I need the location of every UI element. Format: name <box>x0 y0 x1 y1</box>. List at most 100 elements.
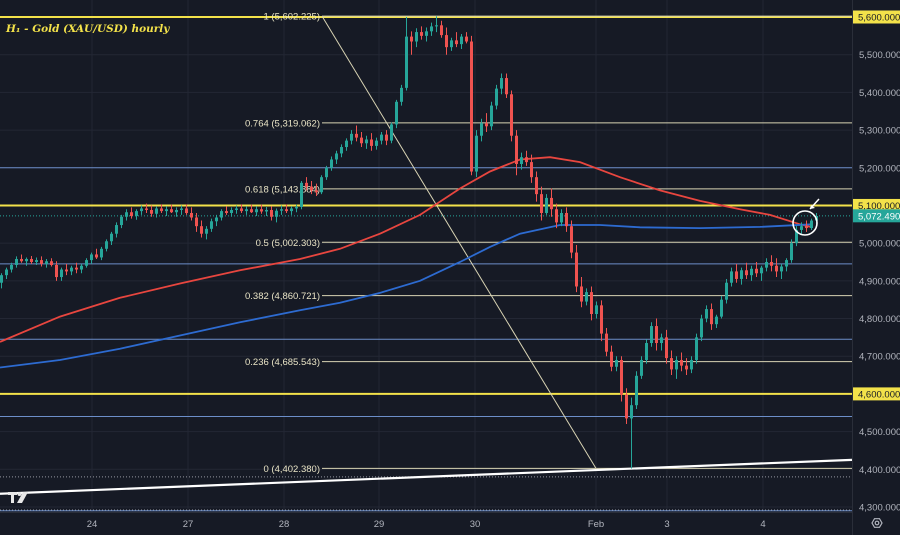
candle-body <box>95 254 98 258</box>
candle-body <box>375 140 378 146</box>
candle-body <box>60 269 63 278</box>
candle-body <box>135 211 138 217</box>
candle-body <box>145 208 148 210</box>
price-badge <box>853 198 900 212</box>
candle-body <box>250 209 253 213</box>
candle-body <box>305 182 308 187</box>
time-tick-label: 24 <box>87 519 98 530</box>
candle-body <box>100 248 103 258</box>
candle-body <box>675 359 678 370</box>
price-tick-label: 5,400.000 <box>859 88 900 99</box>
candle-body <box>200 226 203 234</box>
candle-body <box>240 208 243 212</box>
candle-body <box>690 359 693 370</box>
time-tick-label: 4 <box>760 519 765 530</box>
candle-body <box>400 87 403 102</box>
price-tick-label: 4,500.000 <box>859 427 900 438</box>
candle-body <box>340 147 343 154</box>
candle-body <box>470 41 473 172</box>
candle-body <box>540 194 543 213</box>
candle-body <box>360 137 363 144</box>
candle-body <box>315 190 318 193</box>
candle-body <box>355 133 358 138</box>
candle-body <box>705 309 708 319</box>
candle-body <box>35 260 38 262</box>
candle-body <box>25 258 28 262</box>
candle-body <box>395 101 398 125</box>
candle-body <box>605 333 608 352</box>
candle-body <box>195 217 198 227</box>
candle-body <box>495 88 498 106</box>
chart-title: H₁ - Gold (XAU/USD) hourly <box>6 23 170 35</box>
price-tick-label: 4,800.000 <box>859 314 900 325</box>
fib-label: 0.5 (5,002.303) <box>256 238 320 249</box>
price-badge <box>853 10 900 24</box>
candle-body <box>75 267 78 270</box>
candle-body <box>175 209 178 213</box>
fib-label: 0.382 (4,860.721) <box>245 291 320 302</box>
candle-body <box>525 157 528 163</box>
candle-body <box>755 268 758 274</box>
candle-body <box>435 25 438 27</box>
candle-body <box>745 270 748 276</box>
candle-body <box>405 36 408 88</box>
candle-body <box>560 212 563 223</box>
candle-body <box>10 265 13 270</box>
candle-body <box>790 243 793 261</box>
price-tick-label: 4,400.000 <box>859 465 900 476</box>
moving-average-line <box>0 223 813 369</box>
candle-body <box>165 209 168 212</box>
annotations <box>792 198 820 236</box>
trendline[interactable] <box>0 458 853 495</box>
price-badge-label: 5,072.490 <box>858 211 900 222</box>
fib-label: 0.236 (4,685.543) <box>245 357 320 368</box>
candle-body <box>220 211 223 218</box>
time-tick-label: 29 <box>374 519 385 530</box>
candle-body <box>20 258 23 262</box>
candle-body <box>70 267 73 272</box>
fib-diagonal-line[interactable] <box>321 15 597 469</box>
candle-body <box>440 25 443 36</box>
candle-body <box>490 105 493 127</box>
time-axis-ticks: 24 27 28 29 30 Feb 3 4 <box>87 519 766 530</box>
candle-body <box>255 209 258 213</box>
time-tick-label: Feb <box>588 519 604 530</box>
candle-body <box>590 292 593 314</box>
ascending-trendline[interactable] <box>0 458 853 495</box>
candle-body <box>680 359 683 366</box>
candle-body <box>285 209 288 212</box>
candle-body <box>635 375 638 406</box>
price-badge <box>853 387 900 401</box>
candle-body <box>130 212 133 217</box>
candle-body <box>345 140 348 148</box>
candle-body <box>555 209 558 223</box>
time-axis[interactable] <box>0 512 852 535</box>
price-axis-ticks: 5,600.000 5,500.000 5,400.000 5,300.000 5,20… <box>859 13 900 514</box>
candle-body <box>230 209 233 213</box>
tradingview-logo[interactable] <box>8 492 28 503</box>
candle-body <box>160 208 163 212</box>
candle-body <box>670 358 673 370</box>
highlight-circle <box>792 210 818 236</box>
candle-body <box>85 260 88 266</box>
candle-body <box>385 134 388 141</box>
fib-label: 0.764 (5,319.062) <box>245 118 320 129</box>
candle-body <box>640 359 643 376</box>
fib-label: 0.618 (5,143.884) <box>245 184 320 195</box>
candle-body <box>580 286 583 302</box>
candle-body <box>700 318 703 338</box>
gear-icon[interactable] <box>871 518 883 528</box>
candle-body <box>800 226 803 230</box>
time-tick-label: 27 <box>183 519 194 530</box>
candle-body <box>410 36 413 42</box>
price-axis[interactable] <box>852 0 900 535</box>
candle-body <box>760 267 763 274</box>
candlesticks <box>0 16 818 469</box>
candle-body <box>155 208 158 214</box>
candle-body <box>415 32 418 42</box>
candle-body <box>245 209 248 212</box>
candle-body <box>520 157 523 164</box>
price-tick-label: 4,300.000 <box>859 502 900 513</box>
